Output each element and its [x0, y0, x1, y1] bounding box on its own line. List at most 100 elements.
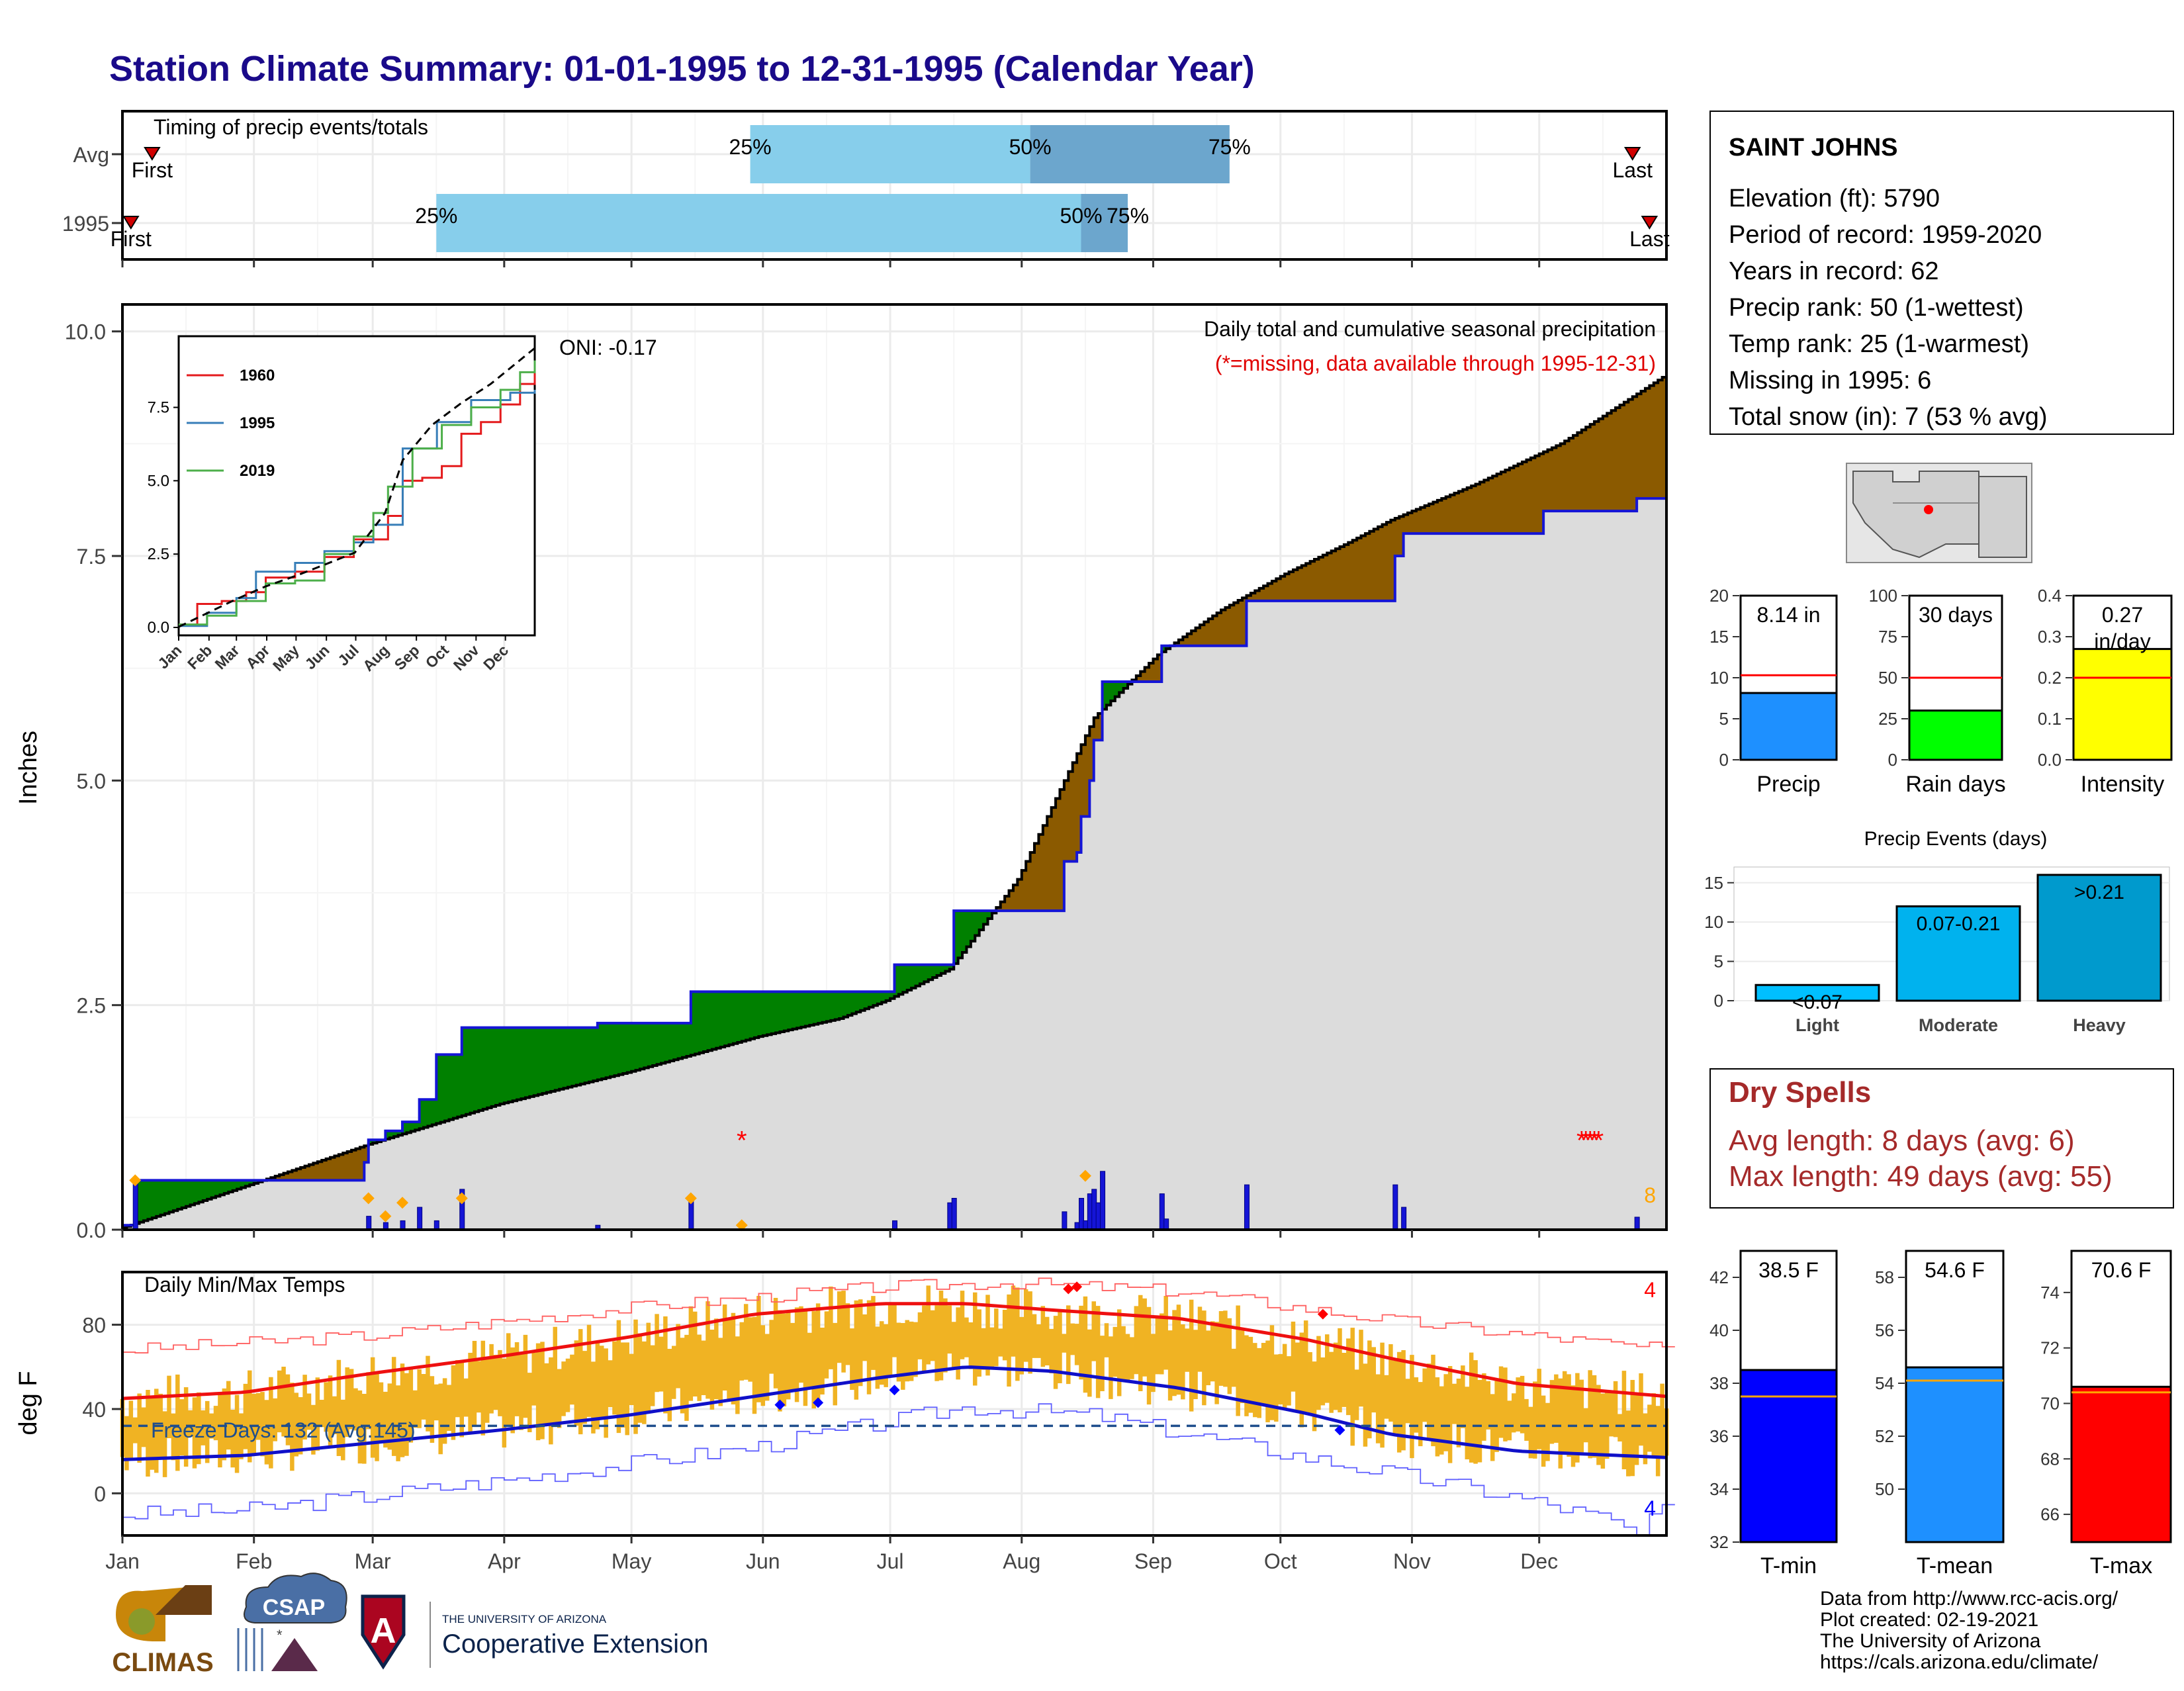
- below-average-fill: [130, 377, 1667, 1226]
- gauge-tick-label: 10: [1709, 668, 1729, 688]
- daily-temp-range-bars: [120, 1285, 1669, 1477]
- first-label: First: [132, 158, 173, 182]
- station-line: Elevation (ft): 5790: [1729, 185, 1940, 212]
- csap-logo-text: CSAP: [263, 1595, 325, 1620]
- events-bar: [2036, 874, 2162, 1002]
- last-event-marker: [1641, 216, 1659, 230]
- gauge-value-text: 38.5 F: [1758, 1258, 1819, 1282]
- gauge-tick-label: 5: [1719, 709, 1729, 729]
- climas-logo-text: CLIMAS: [112, 1648, 213, 1677]
- gauge-value-bar: [1908, 709, 2003, 761]
- y-axis-label: deg F: [15, 1371, 42, 1435]
- y-tick-label: 7.5: [77, 545, 106, 569]
- gauge-value-bar: [2070, 1385, 2172, 1543]
- missing-marker: *: [1580, 1126, 1591, 1155]
- inset-series-1960: [179, 372, 536, 626]
- first-label: First: [111, 227, 152, 251]
- y-tick-label: 5.0: [77, 769, 106, 793]
- gauge-tick-label: 0: [1888, 750, 1897, 770]
- gauge-tick-label: 50: [1875, 1479, 1894, 1499]
- timing-row-label: 1995: [62, 212, 109, 236]
- gauge-tick-label: 0: [1719, 750, 1729, 770]
- gauge-label: Intensity: [2081, 772, 2165, 797]
- temperature-panel: Daily Min/Max Temps Freeze Days: 132 (Avg…: [15, 1271, 1675, 1573]
- gauge-tick-label: 54: [1875, 1373, 1894, 1393]
- legend-label: 1960: [240, 367, 275, 385]
- precip-gauge: 0.0 0.1 0.2 0.3 0.4 0.27 in/day Intensity: [2038, 586, 2173, 797]
- footer-line: Plot created: 02-19-2021: [1820, 1609, 2038, 1631]
- events-bar: [1754, 983, 1880, 1002]
- oni-label: ONI: -0.17: [559, 336, 657, 359]
- ua-top-text: THE UNIVERSITY OF ARIZONA: [442, 1613, 607, 1625]
- missing-marker: *: [737, 1126, 747, 1155]
- y-tick-label: 10.0: [65, 320, 106, 344]
- snow-marker: [379, 1210, 392, 1222]
- inset-y-tick: 7.5: [148, 399, 169, 417]
- temps-title: Daily Min/Max Temps: [144, 1273, 345, 1297]
- daily-precip-bar: [132, 1179, 138, 1230]
- daily-precip-bar: [1634, 1216, 1640, 1230]
- gauge-tick-label: 52: [1875, 1426, 1894, 1446]
- x-tick-label: Jan: [105, 1549, 140, 1573]
- climas-logo: CLIMAS: [112, 1585, 214, 1677]
- gauge-tick-label: 66: [2040, 1504, 2060, 1524]
- daily-precip-bar: [1392, 1184, 1398, 1230]
- timing-q2-bar: [750, 125, 1030, 183]
- station-box: [1709, 111, 2174, 435]
- ua-bottom-text: Cooperative Extension: [442, 1629, 708, 1659]
- snow-marker: [735, 1219, 748, 1232]
- record-high-marker: [1071, 1281, 1083, 1293]
- observed-cumulative-line: [122, 497, 1666, 1227]
- events-tick-label: 15: [1704, 873, 1723, 893]
- gauge-tick-label: 0.1: [2038, 709, 2062, 729]
- timing-label-75: 75%: [1107, 204, 1149, 228]
- inset-y-tick: 0.0: [148, 619, 169, 637]
- precip-subtitle: (*=missing, data available through 1995-…: [1215, 351, 1656, 375]
- events-category: Light: [1796, 1015, 1839, 1035]
- freeze-days-label: Freeze Days: 132 (Avg:145): [151, 1418, 416, 1442]
- dry-spells-title: Dry Spells: [1729, 1076, 1871, 1109]
- gauge-label: T-min: [1760, 1553, 1817, 1578]
- gauge-value-bar: [1739, 692, 1838, 761]
- temps-frame: [121, 1271, 1668, 1537]
- x-tick-label: Feb: [236, 1549, 272, 1573]
- gauge-value-text: 8.14 in: [1756, 603, 1820, 627]
- record-low-marker: [1334, 1424, 1345, 1436]
- record-max-line: [122, 1277, 1675, 1353]
- station-line: Period of record: 1959-2020: [1729, 221, 2042, 249]
- gauge-label: T-mean: [1917, 1553, 1993, 1578]
- record-low-count: 4: [1644, 1496, 1656, 1520]
- precip-gauge: 0 5 10 15 20 8.14 in Precip: [1709, 586, 1838, 797]
- last-label: Last: [1629, 227, 1670, 251]
- daily-precip-bar: [892, 1220, 897, 1230]
- inset-frame: [177, 335, 536, 637]
- timing-title: Timing of precip events/totals: [154, 115, 428, 139]
- record-high-marker: [1063, 1283, 1074, 1295]
- gauge-tick-label: 25: [1878, 709, 1897, 729]
- x-tick-label: Oct: [1264, 1549, 1297, 1573]
- gauge-tick-label: 70: [2040, 1393, 2060, 1413]
- gauge-tick-label: 50: [1878, 668, 1897, 688]
- missing-marker: *: [1589, 1126, 1600, 1155]
- inset-series-2019: [179, 360, 536, 626]
- footer: Data from http://www.rcc-acis.org/Plot c…: [112, 1573, 2118, 1677]
- events-tick-label: 5: [1714, 952, 1723, 972]
- x-tick-label: Apr: [488, 1549, 521, 1573]
- gauge-tick-label: 40: [1709, 1320, 1729, 1340]
- gauge-tick-label: 38: [1709, 1373, 1729, 1393]
- daily-precip-bar: [951, 1197, 957, 1230]
- daily-precip-bar: [433, 1220, 439, 1230]
- cumulative-base-fill: [122, 498, 1666, 1230]
- timing-row-label: Avg: [73, 143, 109, 167]
- record-high-count: 4: [1644, 1278, 1656, 1302]
- page-title: Station Climate Summary: 01-01-1995 to 1…: [109, 49, 1255, 89]
- x-tick-label: Sep: [1134, 1549, 1172, 1573]
- dry-spells: Dry Spells Avg length: 8 days (avg: 6)Max…: [1709, 1068, 2174, 1209]
- daily-precip-bar: [417, 1207, 423, 1230]
- footer-line: The University of Arizona: [1820, 1630, 2041, 1652]
- timing-q3-bar: [1081, 194, 1128, 252]
- events-bar-label: 0.07-0.21: [1917, 913, 2001, 935]
- station-line: Years in record: 62: [1729, 257, 1939, 285]
- snow-marker: [396, 1197, 409, 1209]
